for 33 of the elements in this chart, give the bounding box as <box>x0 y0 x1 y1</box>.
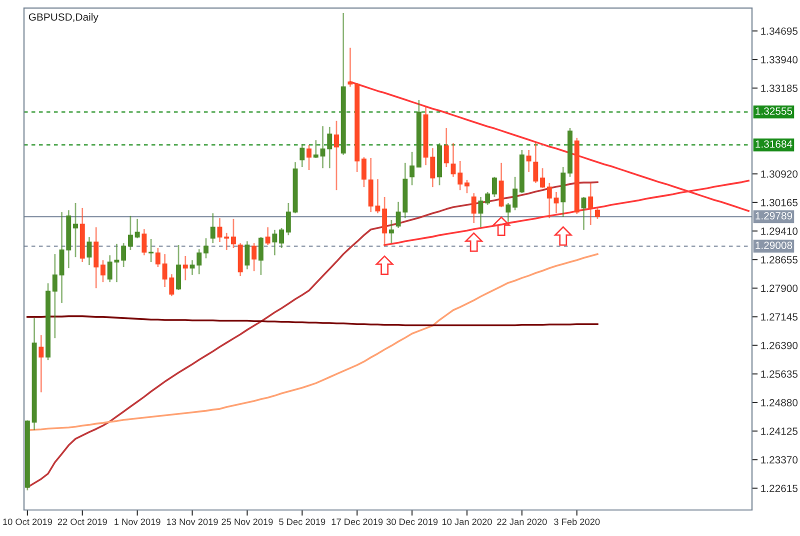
x-tick-label: 13 Nov 2019 <box>166 518 218 526</box>
x-tick-label: 17 Dec 2019 <box>332 518 383 526</box>
ref-line-label: 1.31684 <box>756 140 792 148</box>
y-tick-label: 1.24880 <box>761 398 798 406</box>
ref-line-label: 1.29789 <box>756 212 792 220</box>
y-tick-label: 1.22615 <box>761 484 798 492</box>
y-tick-label: 1.25635 <box>761 370 798 378</box>
x-tick-label: 10 Oct 2019 <box>3 518 52 526</box>
y-tick-label: 1.24125 <box>761 428 798 435</box>
y-tick-label: 1.30920 <box>761 170 798 178</box>
y-tick-label: 1.29410 <box>761 228 798 235</box>
y-tick-label: 1.28655 <box>761 256 798 264</box>
x-tick-label: 1 Nov 2019 <box>114 518 160 526</box>
ref-line-label: 1.32555 <box>756 107 792 115</box>
x-tick-label: 10 Jan 2020 <box>442 518 492 526</box>
x-tick-label: 5 Dec 2019 <box>279 518 326 526</box>
x-tick-label: 3 Feb 2020 <box>554 518 600 526</box>
y-tick-label: 1.23370 <box>761 456 798 464</box>
chart-title: GBPUSD,Daily <box>28 13 98 23</box>
line-series <box>26 315 598 326</box>
y-tick-label: 1.34695 <box>761 27 798 35</box>
y-tick-label: 1.26390 <box>761 342 798 350</box>
y-tick-label: 1.30165 <box>761 198 798 206</box>
y-tick-label: 1.27145 <box>761 313 798 321</box>
y-tick-label: 1.27900 <box>761 284 798 292</box>
ref-line-label: 1.29008 <box>756 242 792 250</box>
x-tick-label: 25 Nov 2019 <box>222 518 273 526</box>
x-tick-label: 30 Dec 2019 <box>386 518 438 526</box>
y-tick-label: 1.33185 <box>761 84 798 92</box>
line-series <box>26 181 598 488</box>
x-tick-label: 22 Jan 2020 <box>497 518 547 526</box>
y-tick-label: 1.33940 <box>761 56 798 64</box>
x-tick-label: 22 Oct 2019 <box>58 518 107 526</box>
